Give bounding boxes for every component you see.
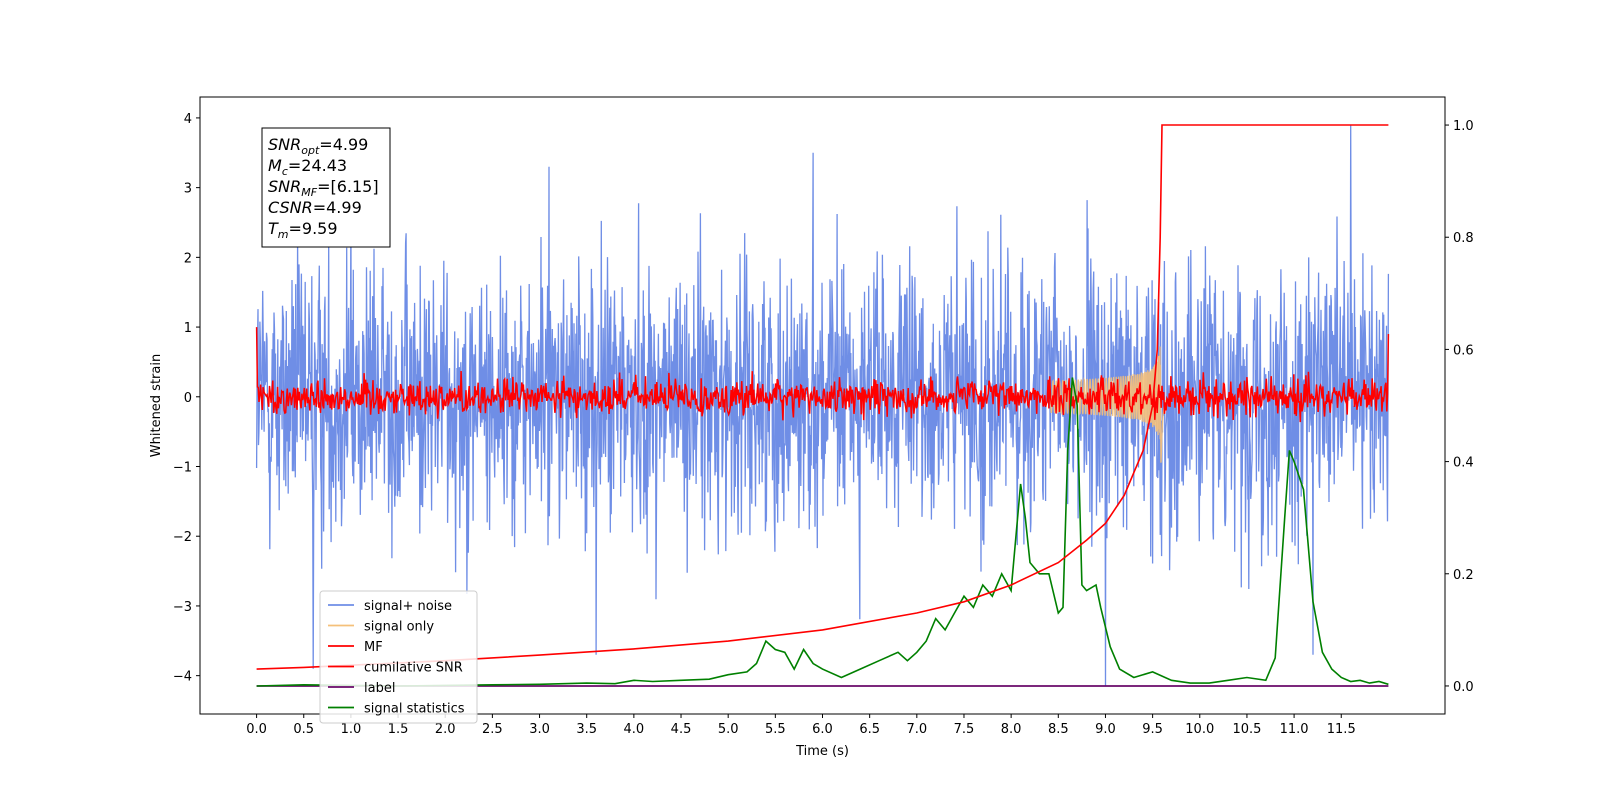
x-axis-label: Time (s): [795, 744, 849, 759]
x-tick-label: 2.5: [482, 722, 503, 737]
x-tick-label: 9.0: [1095, 722, 1116, 737]
x-tick-label: 5.5: [765, 722, 786, 737]
x-tick-label: 4.0: [624, 722, 645, 737]
y-axis-label: Whitened strain: [149, 354, 164, 457]
y-tick-label: 3: [184, 182, 192, 197]
y-tick-label: −3: [173, 600, 192, 615]
y-axis-left: −4 −3 −2 −1 0 1 2 3 4: [173, 112, 200, 685]
series-signal-only: [1048, 346, 1167, 463]
legend-frame: [319, 590, 478, 724]
y2-tick-label: 0.8: [1453, 231, 1474, 246]
legend-entry: signal statistics: [364, 702, 465, 717]
info-line: CSNR=4.99: [268, 198, 362, 217]
x-tick-label: 1.5: [388, 722, 409, 737]
y-tick-label: 4: [184, 112, 192, 127]
legend-entry: label: [364, 681, 395, 696]
y-tick-label: −4: [173, 670, 192, 685]
x-tick-label: 5.0: [718, 722, 739, 737]
x-tick-label: 4.5: [671, 722, 692, 737]
x-tick-label: 11.5: [1327, 722, 1356, 737]
series-signal-statistics: [256, 377, 1389, 687]
info-line: Mc=24.43: [268, 156, 347, 178]
x-tick-label: 0.5: [293, 722, 314, 737]
legend-entry: signal+ noise: [364, 599, 452, 614]
info-line: Tm=9.59: [268, 219, 338, 241]
info-box: SNRopt=4.99Mc=24.43SNRMF=[6.15]CSNR=4.99…: [261, 127, 391, 248]
y-tick-label: 0: [184, 391, 192, 406]
y-tick-label: −1: [173, 461, 192, 476]
x-tick-label: 6.5: [859, 722, 880, 737]
x-tick-label: 0.0: [246, 722, 267, 737]
y-tick-label: −2: [173, 530, 192, 545]
y2-tick-label: 0.0: [1453, 680, 1474, 695]
x-tick-label: 11.0: [1280, 722, 1309, 737]
legend-entry: signal only: [364, 620, 434, 635]
x-tick-label: 3.0: [529, 722, 550, 737]
y-tick-label: 2: [184, 251, 192, 266]
series-mf: [255, 327, 1390, 423]
x-tick-label: 9.5: [1142, 722, 1163, 737]
x-tick-label: 7.0: [906, 722, 927, 737]
x-axis: 0.0 0.5 1.0 1.5 2.0 2.5 3.0 3.5 4.0 4.5 5.0 5.5 6.0 6…: [246, 714, 1356, 737]
info-line: SNRopt=4.99: [268, 135, 368, 157]
x-tick-label: 10.5: [1232, 722, 1261, 737]
legend: signal+ noise signal only MF cumilative SNR…: [319, 590, 478, 724]
legend-entry: cumilative SNR: [364, 661, 463, 676]
y2-tick-label: 0.2: [1453, 568, 1474, 583]
y2-tick-label: 1.0: [1453, 119, 1474, 134]
x-tick-label: 1.0: [341, 722, 362, 737]
x-tick-label: 8.0: [1001, 722, 1022, 737]
x-tick-label: 7.5: [954, 722, 975, 737]
info-line: SNRMF=[6.15]: [268, 177, 379, 199]
x-tick-label: 6.0: [812, 722, 833, 737]
info-box-frame: [261, 127, 391, 248]
legend-entry: MF: [364, 640, 383, 655]
x-tick-label: 10.0: [1185, 722, 1214, 737]
y-axis-right: 0.0 0.2 0.4 0.6 0.8 1.0: [1445, 119, 1474, 695]
y-tick-label: 1: [184, 321, 192, 336]
x-tick-label: 8.5: [1048, 722, 1069, 737]
y2-tick-label: 0.6: [1453, 343, 1474, 358]
x-tick-label: 2.0: [435, 722, 456, 737]
y2-tick-label: 0.4: [1453, 456, 1474, 471]
x-tick-label: 3.5: [576, 722, 597, 737]
